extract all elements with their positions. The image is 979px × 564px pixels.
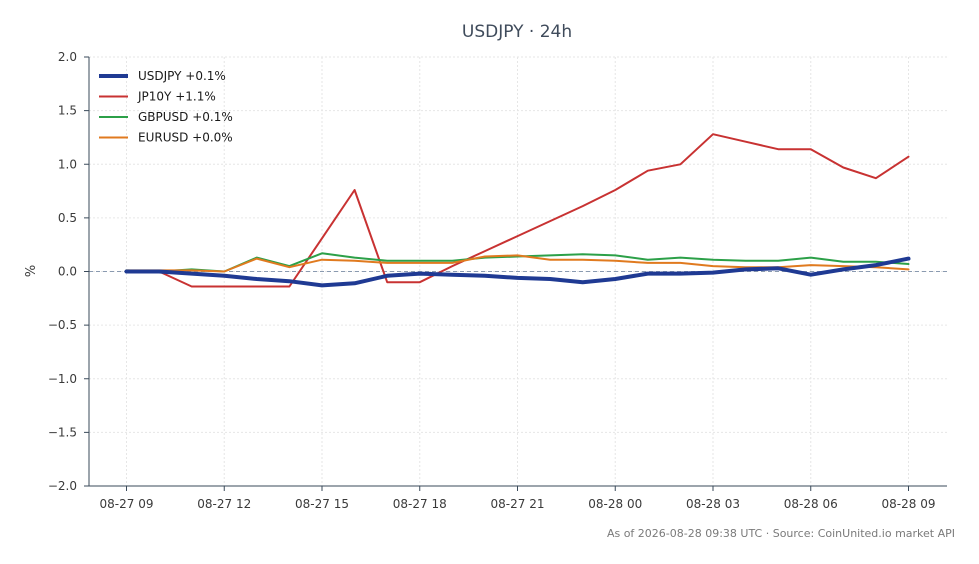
legend-label-jp10y: JP10Y +1.1% xyxy=(137,90,216,104)
y-axis-label: % xyxy=(24,265,39,277)
x-tick-label: 08-27 21 xyxy=(491,497,545,511)
x-tick-label: 08-28 09 xyxy=(882,497,936,511)
legend: USDJPY +0.1% JP10Y +1.1% GBPUSD +0.1% EURUS… xyxy=(99,69,233,145)
x-tick-label: 08-28 00 xyxy=(588,497,642,511)
footer-source: As of 2026-08-28 09:38 UTC · Source: Coi… xyxy=(607,527,955,540)
legend-label-gbpusd: GBPUSD +0.1% xyxy=(138,110,233,124)
y-tick-label: −1.5 xyxy=(48,425,77,439)
series-line-jp10y xyxy=(125,133,910,288)
y-tick-label: 0.5 xyxy=(58,211,77,225)
y-tick-label: −1.0 xyxy=(48,372,77,386)
y-tick-label: 0.0 xyxy=(58,265,77,279)
tick-labels: 2.0 1.5 1.0 0.5 0.0 −0.5 −1.0 −1.5 −2.0 08-27 09 0… xyxy=(48,50,936,511)
y-tick-label: 2.0 xyxy=(58,50,77,64)
x-tick-label: 08-27 15 xyxy=(295,497,349,511)
x-tick-label: 08-27 09 xyxy=(100,497,154,511)
grid xyxy=(89,56,947,487)
series-lines xyxy=(124,133,911,288)
series-line-usdjpy xyxy=(124,256,911,288)
x-tick-label: 08-28 06 xyxy=(784,497,838,511)
chart-title: USDJPY · 24h xyxy=(462,22,572,42)
axes xyxy=(84,56,947,491)
x-tick-label: 08-27 12 xyxy=(197,497,251,511)
y-tick-label: −2.0 xyxy=(48,479,77,493)
y-tick-label: 1.0 xyxy=(58,157,77,171)
y-tick-label: −0.5 xyxy=(48,318,77,332)
legend-label-eurusd: EURUSD +0.0% xyxy=(138,131,233,145)
x-tick-label: 08-28 03 xyxy=(686,497,740,511)
y-tick-label: 1.5 xyxy=(58,104,77,118)
legend-label-usdjpy: USDJPY +0.1% xyxy=(138,69,226,83)
x-tick-label: 08-27 18 xyxy=(393,497,447,511)
